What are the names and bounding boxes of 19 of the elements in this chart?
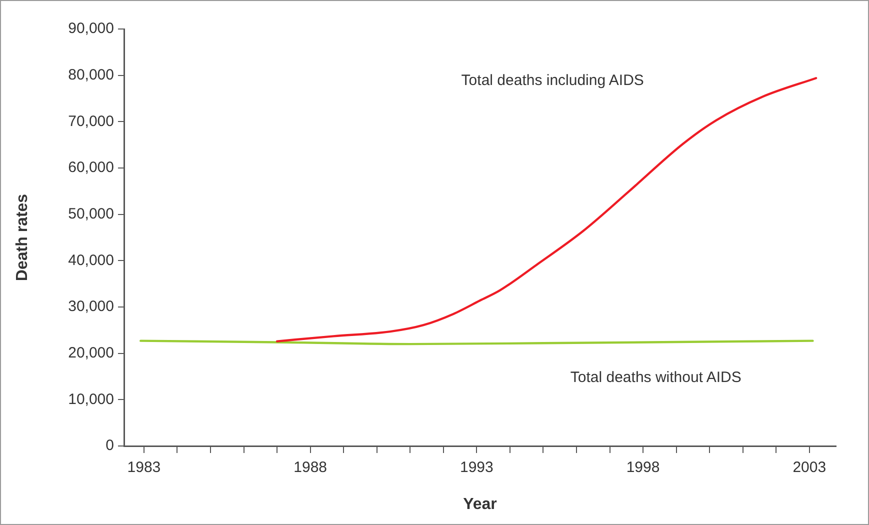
annotation: Total deaths including AIDS [461,72,644,89]
x-tick-label: 1998 [626,459,660,476]
y-tick-label: 50,000 [68,205,114,222]
x-axis-title: Year [463,496,497,513]
y-tick-label: 10,000 [68,390,114,408]
annotation: Total deaths without AIDS [570,368,742,386]
y-tick-label: 60,000 [68,159,114,176]
x-tick-label: 2003 [792,459,826,476]
y-tick-label: 90,000 [68,20,114,38]
y-tick-label: 70,000 [68,112,114,130]
y-tick-label: 20,000 [68,344,114,362]
y-tick-label: 40,000 [68,252,114,269]
x-tick-label: 1983 [127,459,161,476]
y-tick-label: 0 [106,437,114,454]
x-tick-label: 1993 [460,459,494,476]
y-tick-label: 30,000 [68,298,114,316]
y-axis-title: Death rates [14,194,32,282]
y-tick-label: 80,000 [68,66,114,84]
x-tick-label: 1988 [294,459,328,476]
